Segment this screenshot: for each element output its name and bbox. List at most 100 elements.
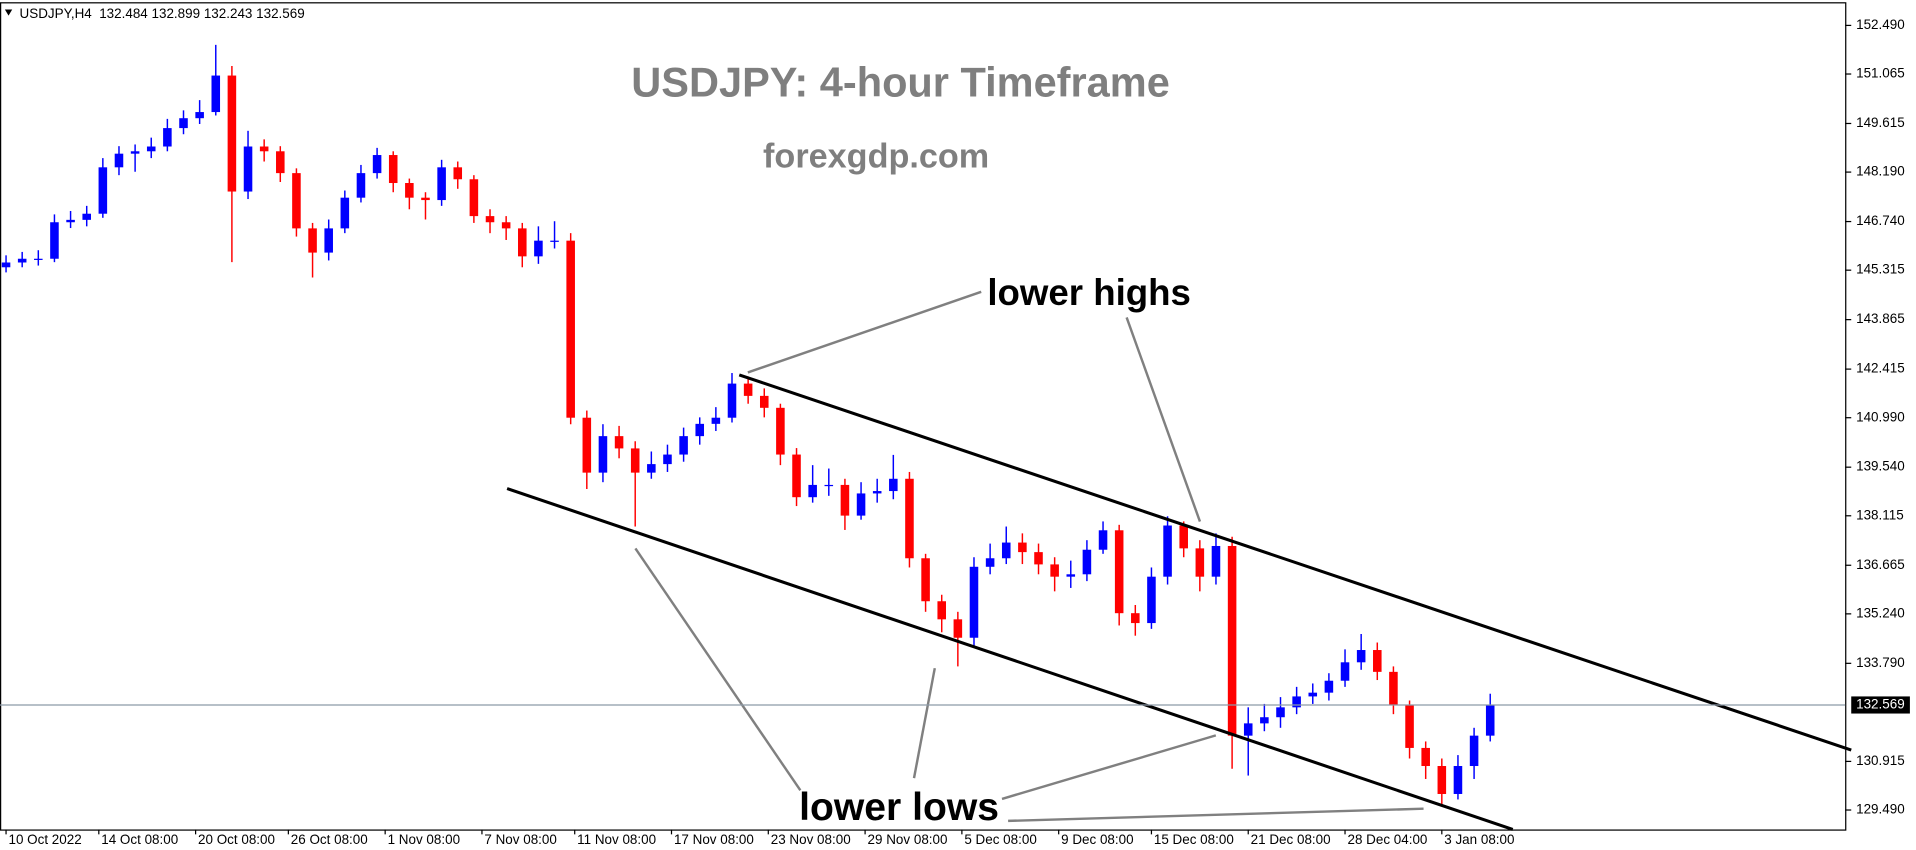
candle-body: [889, 478, 898, 492]
pointer-line: [1125, 317, 1202, 522]
candle-body: [437, 167, 446, 201]
y-tick-label: 130.915: [1856, 753, 1905, 768]
candle-body: [1308, 692, 1318, 697]
candle-body: [388, 155, 398, 184]
chart-subtitle: forexgdp.com: [763, 138, 989, 176]
pointer-line: [1008, 807, 1424, 823]
candle-body: [598, 436, 608, 473]
candle-body: [485, 216, 495, 223]
candle-body: [1001, 542, 1011, 559]
candle-body: [840, 484, 850, 516]
pointer-line: [634, 547, 802, 792]
x-tick-label: 3 Jan 08:00: [1444, 832, 1514, 847]
candle-body: [340, 197, 350, 229]
candle-body: [308, 228, 317, 253]
current-price-box: [1851, 696, 1910, 714]
candle-body: [1421, 747, 1430, 767]
candle-body: [792, 454, 801, 498]
candle-body: [711, 417, 721, 424]
lower-channel-line: [506, 487, 1514, 831]
chart-title: USDJPY: 4-hour Timeframe: [631, 58, 1170, 105]
candles: [1, 44, 1495, 807]
candle-body: [98, 167, 108, 214]
y-tick-label: 143.865: [1856, 311, 1905, 326]
candle-body: [953, 619, 963, 638]
candle-body: [1114, 530, 1124, 614]
candle-body: [1082, 549, 1092, 575]
candle-body: [937, 601, 946, 620]
candle-body: [921, 558, 930, 602]
candle-body: [356, 173, 366, 198]
annotation: lower lows: [799, 786, 999, 829]
y-tick-label: 140.990: [1856, 409, 1905, 424]
candle-body: [1373, 650, 1382, 672]
menu-arrow: [4, 9, 13, 16]
y-tick-label: 133.790: [1856, 655, 1905, 670]
candle-body: [1131, 613, 1140, 624]
annotation: lower highs: [987, 272, 1191, 313]
candle-body: [1324, 680, 1334, 693]
candle-body: [130, 151, 140, 154]
pointer-line: [747, 290, 982, 374]
x-tick-label: 10 Oct 2022: [8, 832, 81, 847]
candle-body: [679, 436, 688, 455]
candle-body: [743, 383, 753, 396]
candle-body: [1034, 552, 1043, 565]
candle-body: [905, 478, 914, 559]
x-tick-label: 26 Oct 08:00: [291, 832, 368, 847]
candle-body: [808, 484, 817, 498]
y-tick-label: 129.490: [1856, 802, 1905, 817]
candle-body: [759, 395, 769, 408]
candle-body: [50, 222, 59, 259]
candle-body: [1147, 576, 1156, 624]
symbol-info: USDJPY,H4 132.484 132.899 132.243 132.56…: [20, 6, 305, 21]
candle-body: [1, 262, 11, 268]
candle-body: [292, 173, 301, 229]
x-tick-label: 23 Nov 08:00: [771, 832, 851, 847]
candle-body: [227, 75, 237, 192]
y-tick-label: 152.490: [1856, 17, 1905, 32]
candle-body: [985, 558, 995, 567]
candle-body: [727, 383, 737, 418]
candle-body: [1437, 766, 1447, 794]
candle-body: [421, 197, 430, 201]
y-tick-label: 151.065: [1856, 66, 1905, 81]
x-tick-label: 14 Oct 08:00: [101, 832, 178, 847]
y-tick-label: 135.240: [1856, 605, 1905, 620]
x-tick-label: 29 Nov 08:00: [868, 832, 948, 847]
candle-body: [211, 75, 221, 113]
candle-body: [1098, 530, 1108, 550]
y-tick-label: 136.665: [1856, 557, 1905, 572]
candle-body: [324, 228, 333, 253]
candle-body: [1195, 548, 1205, 577]
candle-body: [146, 146, 156, 152]
candle-body: [518, 228, 527, 257]
candle-body: [1389, 671, 1398, 705]
candle-body: [1292, 696, 1301, 708]
candle-body: [453, 167, 463, 180]
candle-body: [1356, 650, 1366, 663]
candle-body: [34, 258, 43, 260]
candle-body: [1163, 525, 1172, 577]
candle-body: [469, 179, 479, 217]
x-tick-label: 9 Dec 08:00: [1061, 832, 1133, 847]
candle-body: [195, 112, 204, 119]
candle-body: [405, 183, 414, 198]
candle-body: [243, 146, 253, 192]
candle-body: [1453, 766, 1463, 794]
x-tick-label: 11 Nov 08:00: [577, 832, 656, 847]
candle-body: [163, 128, 172, 147]
y-tick-label: 146.740: [1856, 213, 1905, 228]
pointer-line: [912, 667, 936, 779]
candle-body: [1179, 525, 1188, 549]
candle-body: [82, 213, 91, 220]
pointer-line: [1001, 734, 1217, 801]
candle-body: [969, 566, 979, 638]
candle-body: [550, 240, 559, 242]
candle-body: [1260, 717, 1269, 724]
plot-frame: [0, 2, 1847, 831]
x-tick-label: 5 Dec 08:00: [964, 832, 1036, 847]
candle-body: [663, 454, 672, 465]
candle-body: [276, 151, 285, 174]
candle-body: [1211, 545, 1221, 577]
